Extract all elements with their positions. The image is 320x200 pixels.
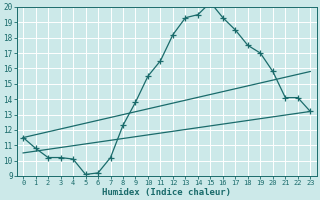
X-axis label: Humidex (Indice chaleur): Humidex (Indice chaleur) — [102, 188, 231, 197]
